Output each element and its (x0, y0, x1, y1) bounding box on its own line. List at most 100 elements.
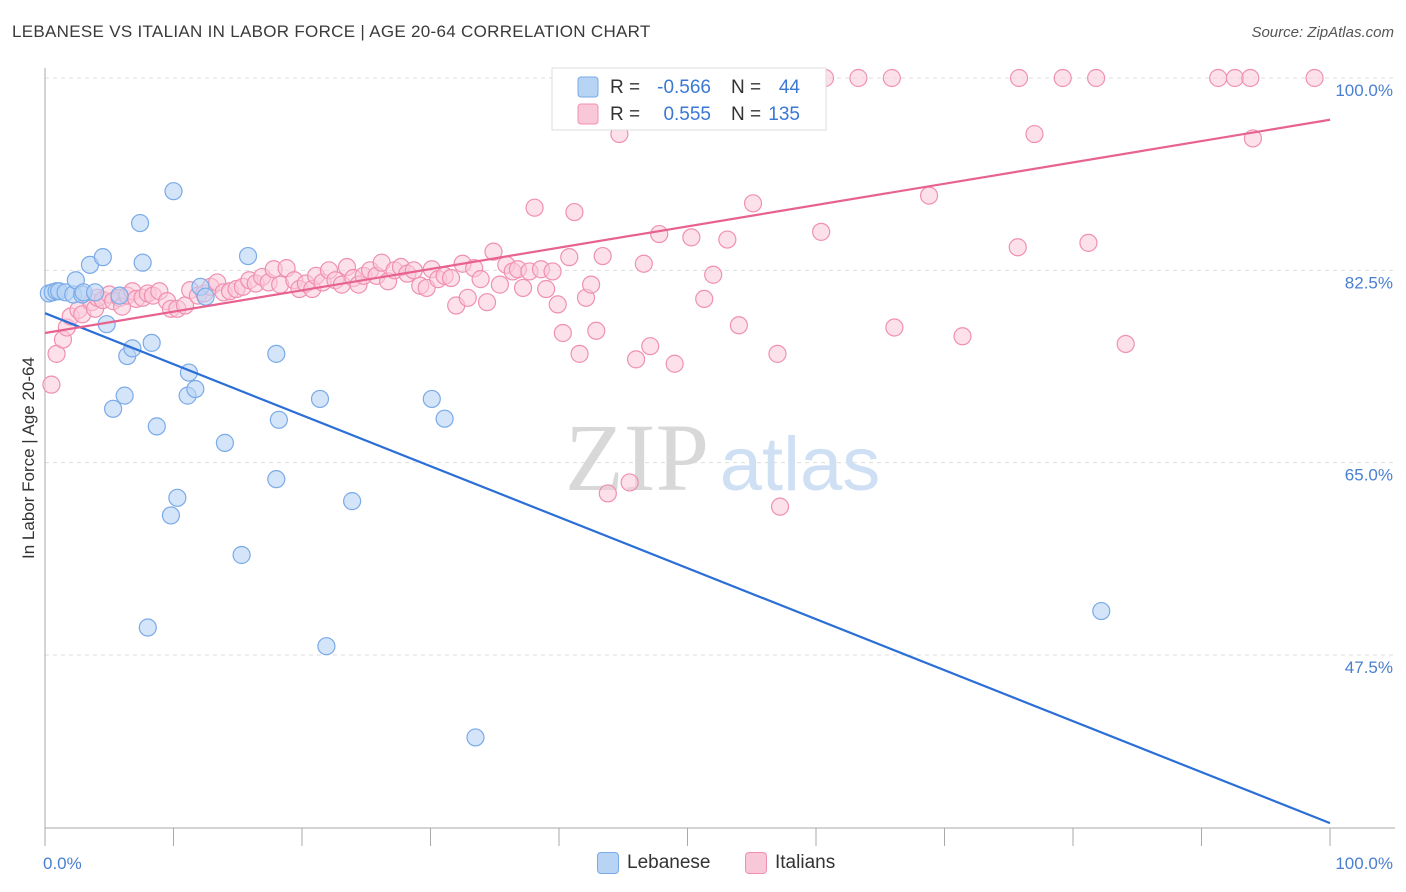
lebanese-points (39, 182, 1111, 747)
lebanese-point (115, 386, 134, 405)
italians-point (682, 228, 701, 247)
lebanese-point (138, 618, 157, 637)
italians-point (598, 484, 617, 503)
italians-point (650, 224, 669, 244)
italians-point (729, 316, 749, 335)
lebanese-point (269, 410, 288, 429)
italians-point (537, 279, 556, 299)
italians-points (42, 68, 1324, 516)
italians-point (665, 354, 684, 373)
italians-point (1116, 334, 1135, 354)
italians-point (1025, 124, 1044, 144)
lebanese-trend-line (44, 312, 1331, 825)
italians-point (458, 288, 477, 307)
lebanese-point (164, 182, 183, 201)
lebanese-point (215, 433, 234, 452)
lebanese-label: Lebanese (627, 852, 711, 873)
italians-point (768, 344, 787, 363)
lebanese-point (130, 213, 150, 233)
italians-point (1079, 233, 1098, 252)
legend-n-label: N = (731, 104, 761, 125)
lebanese-point (142, 333, 161, 352)
italians-point (548, 295, 567, 314)
x-tick-label: 100.0% (1335, 854, 1393, 873)
italians-point (471, 270, 490, 289)
italians-point (587, 321, 606, 340)
italians-point (525, 198, 544, 217)
legend-r-value: -0.566 (657, 77, 711, 98)
lebanese-point (104, 399, 123, 418)
italians-point (477, 293, 497, 312)
lebanese-point (161, 506, 181, 525)
italians-point (484, 242, 503, 261)
italians-point (1225, 68, 1245, 88)
italians-point (718, 230, 737, 249)
legend: R = -0.566 N = 44 R = 0.555 N = 135 (551, 67, 827, 131)
lebanese-point (317, 637, 336, 656)
italians-point (626, 350, 646, 369)
italians-point (695, 289, 714, 309)
lebanese-point (133, 253, 152, 272)
lebanese-point (238, 246, 258, 266)
italians-point (560, 248, 579, 267)
axes-layer (44, 68, 1395, 846)
italians-point (553, 323, 572, 343)
italians-trend-line (44, 118, 1331, 335)
bottom-legend: Lebanese Italians (0, 852, 1406, 878)
lebanese-point (267, 344, 286, 363)
italians-label: Italians (775, 852, 836, 873)
italians-point (882, 68, 901, 88)
italians-point (885, 318, 904, 337)
lebanese-point (466, 728, 485, 747)
italians-point (770, 497, 790, 516)
italians-point (1305, 68, 1324, 88)
italians-point (582, 275, 601, 294)
lebanese-point (93, 248, 112, 267)
italians-point (812, 222, 831, 241)
legend-item-lebanese: Lebanese (597, 852, 710, 874)
italians-point (620, 473, 639, 492)
x-tick-label: 0.0% (43, 854, 82, 873)
italians-point (634, 254, 653, 273)
chart-title: LEBANESE VS ITALIAN IN LABOR FORCE | AGE… (12, 22, 651, 41)
italians-swatch (745, 852, 767, 874)
y-tick-labels: 100.0% 82.5% 65.0% 47.5% (1335, 81, 1393, 677)
lebanese-point (310, 389, 330, 409)
lebanese-point (110, 286, 129, 305)
legend-n-value: 44 (779, 77, 801, 98)
lebanese-point (86, 283, 105, 302)
y-tick-label: 47.5% (1345, 658, 1393, 677)
italians-point (441, 268, 461, 288)
legend-r-label: R = (610, 77, 640, 98)
lebanese-swatch (597, 852, 619, 874)
italians-point (490, 275, 509, 294)
italians-point (543, 262, 562, 281)
lebanese-point (232, 545, 251, 565)
lebanese-point (435, 409, 454, 428)
italians-point (513, 278, 533, 298)
trend-lines (44, 118, 1331, 825)
lebanese-point (267, 470, 286, 489)
watermark-zip: ZIP (565, 404, 709, 511)
italians-point (570, 344, 589, 363)
italians-point (641, 337, 660, 356)
lebanese-point (343, 492, 362, 511)
y-tick-label: 100.0% (1335, 81, 1393, 100)
italians-point (953, 327, 972, 346)
lebanese-point (186, 379, 205, 399)
italians-point (42, 375, 61, 394)
y-tick-label: 82.5% (1345, 273, 1393, 292)
legend-r-label: R = (610, 104, 640, 125)
watermark: ZIP atlas (565, 404, 880, 511)
legend-swatch-lebanese (577, 76, 599, 98)
y-tick-label: 65.0% (1345, 466, 1393, 485)
watermark-atlas: atlas (720, 422, 881, 507)
lebanese-point (196, 287, 215, 306)
italians-point (1009, 68, 1029, 88)
legend-item-italians: Italians (745, 852, 835, 874)
italians-point (1008, 238, 1027, 257)
lebanese-point (168, 488, 187, 507)
lebanese-point (1092, 601, 1111, 621)
x-tick-labels: 0.0% 100.0% (43, 854, 1393, 873)
